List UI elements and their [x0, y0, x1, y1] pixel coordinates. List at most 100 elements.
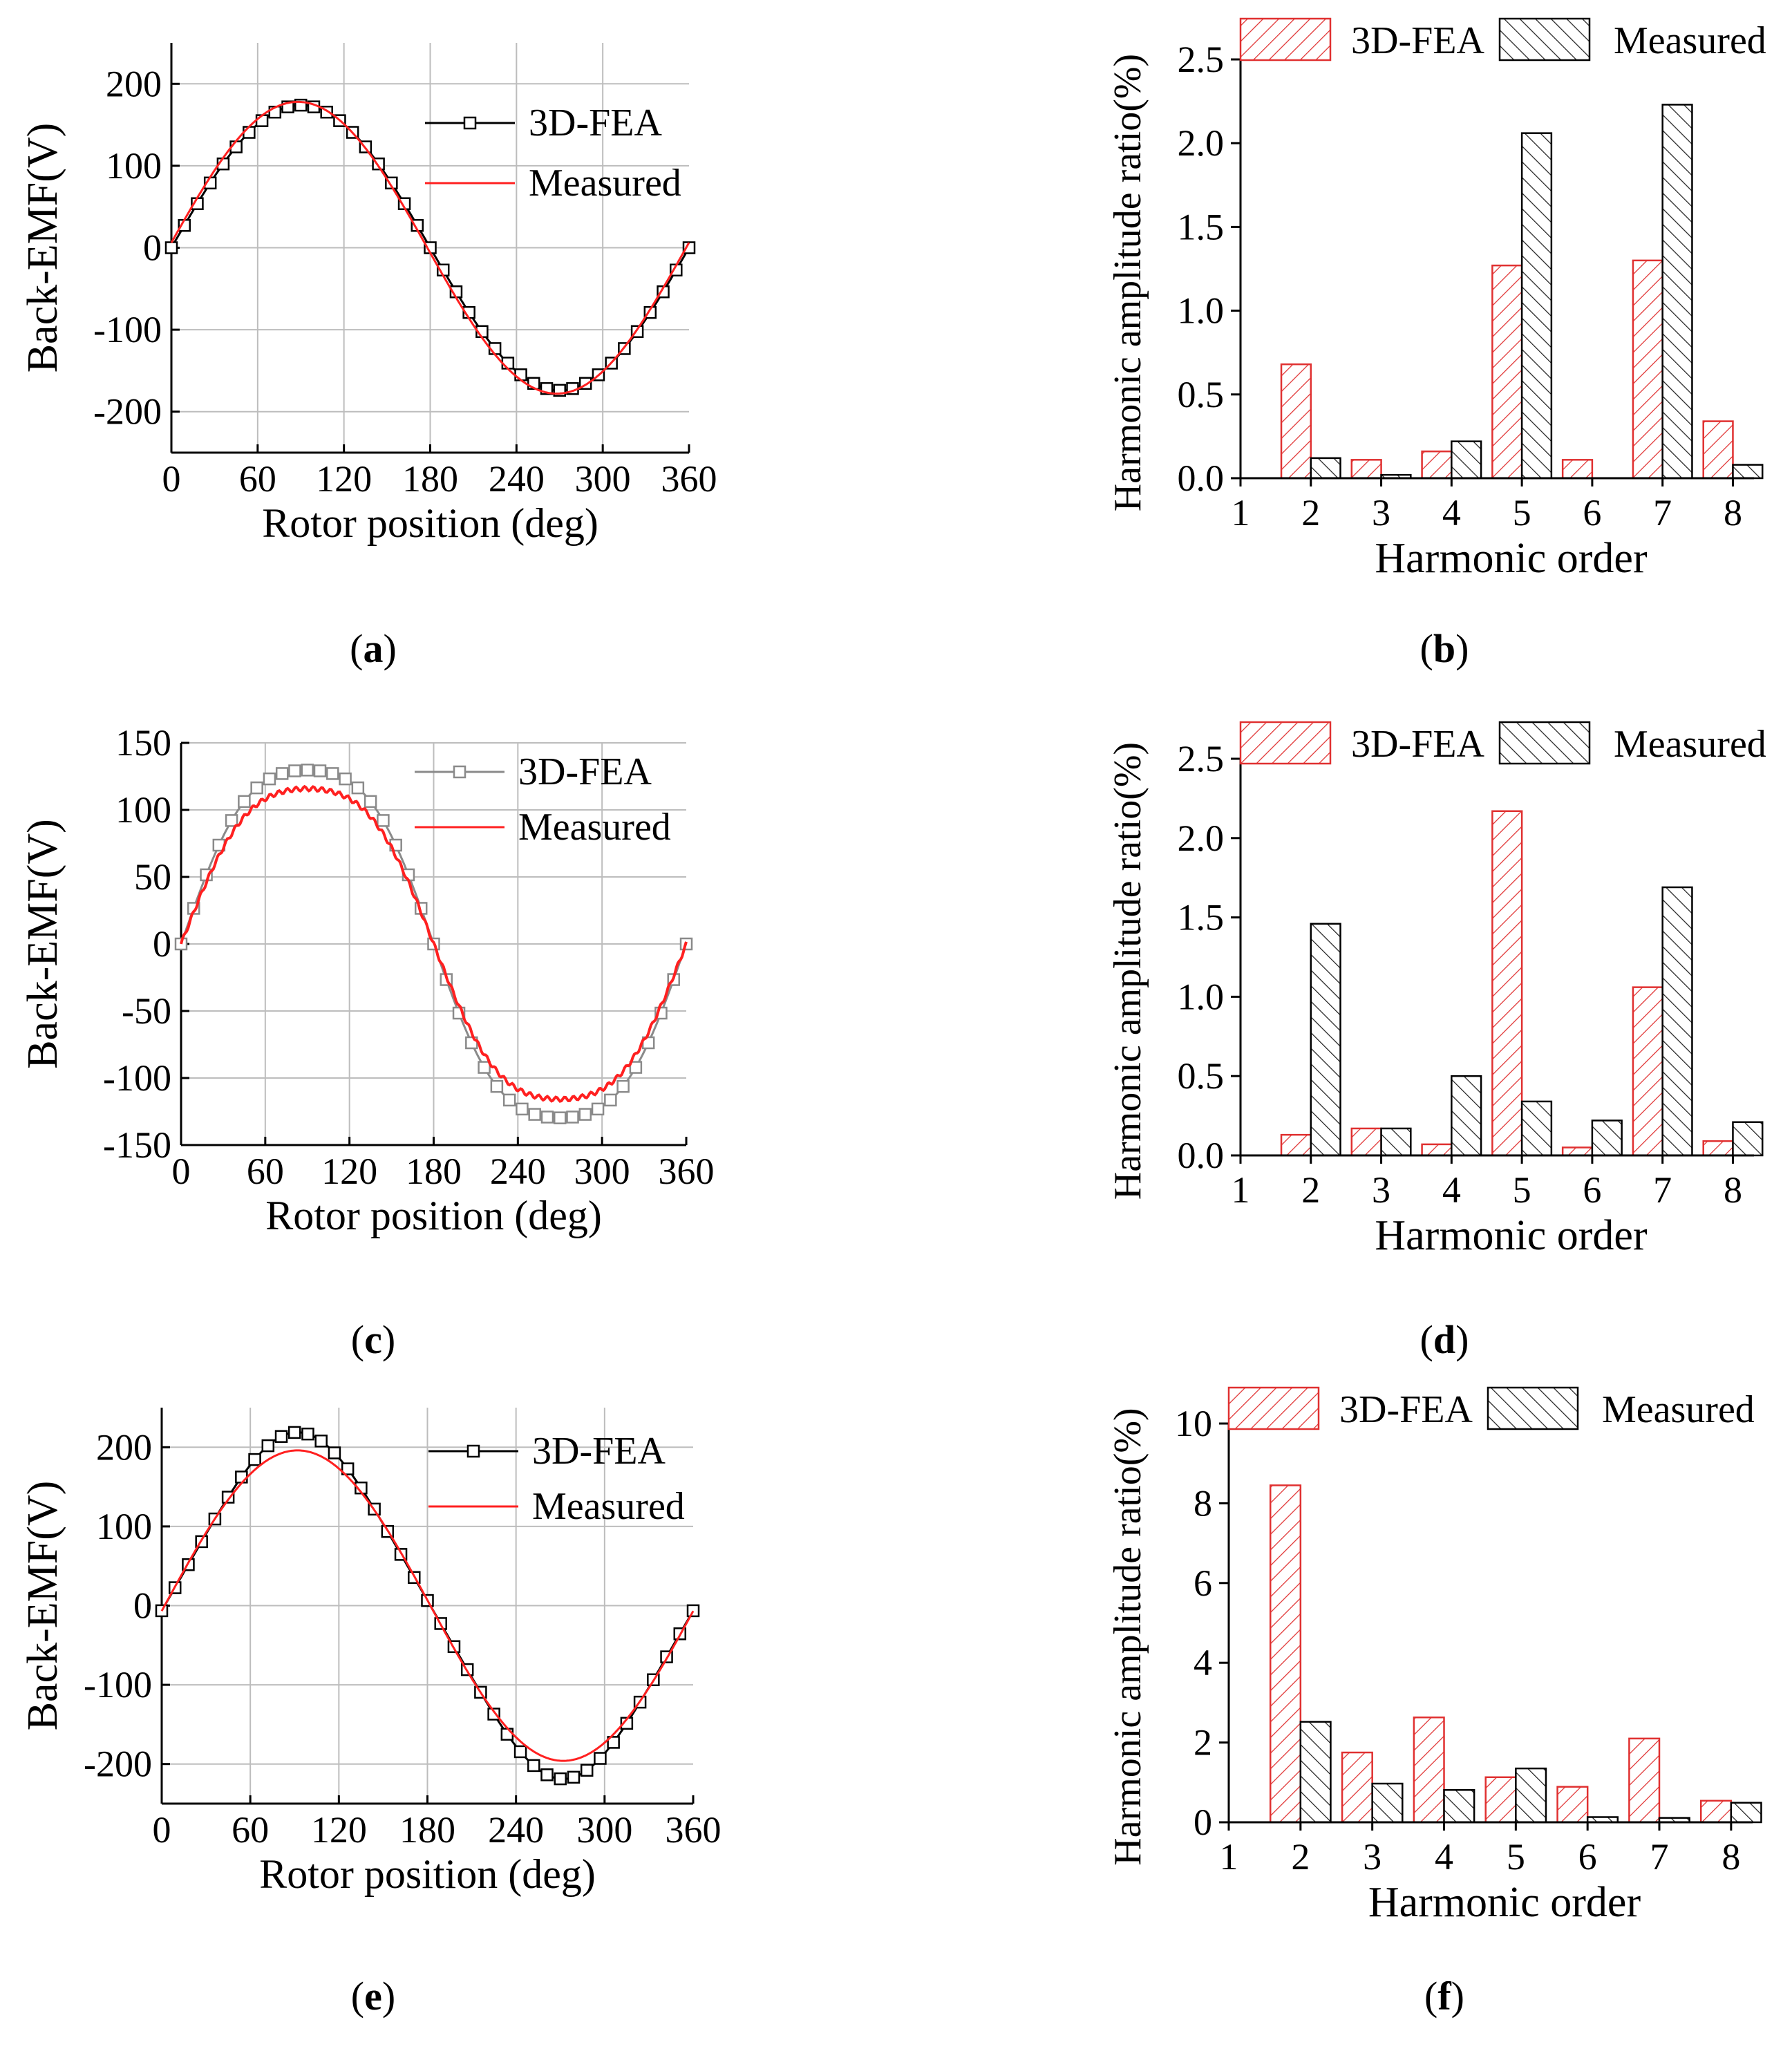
legend-swatch-measured [1498, 17, 1591, 62]
y-tick-label: 2.5 [1178, 738, 1225, 779]
series-marker-3d-fea [607, 1736, 620, 1749]
x-tick-label: 4 [1435, 1836, 1453, 1878]
legend: 3D-FEA Measured [1239, 17, 1766, 62]
y-tick-label: 200 [106, 63, 162, 104]
legend-label-measured: Measured [518, 806, 671, 849]
x-tick-label: 240 [490, 1151, 546, 1192]
x-tick-label: 4 [1442, 1169, 1461, 1211]
legend-swatch-measured [1487, 1386, 1579, 1430]
y-tick-label: 2.5 [1178, 39, 1225, 80]
bar-3d-fea [1341, 1751, 1373, 1824]
bar-3d-fea [1491, 264, 1523, 480]
plot-area: 1 2 3 4 5 6 7 8 0 2 4 6 8 10 Harmonic order Harmonic am… [1106, 1403, 1762, 1926]
plot-area: 1 2 3 4 5 6 7 8 0.0 0.5 1.0 1.5 2.0 2.5 Harmonic order… [1106, 39, 1764, 582]
bar-3d-fea [1702, 1140, 1734, 1157]
series-marker-3d-fea [528, 1108, 541, 1121]
caption-f-letter: f [1437, 1974, 1451, 2019]
x-tick-label: 60 [232, 1809, 269, 1851]
y-axis-label: Back-EMF(V) [19, 123, 66, 373]
x-tick-label: 7 [1650, 1836, 1669, 1878]
caption-b-letter: b [1433, 626, 1456, 671]
bar-measured [1310, 457, 1341, 480]
x-axis-label: Harmonic order [1368, 1879, 1641, 1926]
y-axis-label: Back-EMF(V) [19, 819, 66, 1069]
y-tick-label: 2.0 [1178, 122, 1225, 164]
series-marker-3d-fea [490, 1079, 504, 1093]
legend-label-3d-fea: 3D-FEA [529, 102, 662, 144]
legend-swatch-3d-fea [1227, 1386, 1320, 1430]
y-axis-label: Harmonic amplitude ratio(%) [1106, 54, 1149, 511]
x-tick-label: 360 [661, 458, 717, 500]
y-tick-label: 0 [143, 227, 162, 269]
x-tick-label: 1 [1220, 1836, 1238, 1878]
caption-e: (e) [350, 1974, 396, 2019]
x-axis-label: Rotor position (deg) [259, 1851, 596, 1897]
series-marker-3d-fea [578, 1108, 592, 1121]
bar-measured [1732, 1121, 1764, 1157]
bar-3d-fea [1632, 986, 1663, 1157]
legend-marker-3d-fea [463, 116, 477, 130]
legend-swatch-3d-fea [1239, 721, 1332, 765]
caption-a-letter: a [363, 626, 384, 671]
legend-label-measured: Measured [1614, 19, 1766, 62]
x-axis-label: Rotor position (deg) [265, 1193, 602, 1238]
series-marker-3d-fea [221, 1491, 235, 1504]
series-marker-3d-fea [487, 1708, 500, 1721]
caption-f: (f) [1424, 1974, 1464, 2019]
plot-area: 0 60 120 180 240 300 360 -150 -100 -50 0 50 100 150 Ro… [19, 722, 715, 1238]
x-tick-label: 0 [172, 1151, 191, 1192]
series-marker-3d-fea [225, 814, 238, 827]
legend-label-measured: Measured [532, 1485, 685, 1528]
series-marker-3d-fea [527, 1759, 540, 1773]
y-tick-label: 150 [115, 722, 171, 764]
line-chart-c: 0 60 120 180 240 300 360 -150 -100 -50 0 50 100 150 Ro… [19, 722, 715, 1238]
x-tick-label: 360 [659, 1151, 715, 1192]
x-tick-label: 5 [1513, 492, 1531, 533]
legend-marker-3d-fea [466, 1444, 480, 1458]
x-tick-label: 120 [321, 1151, 377, 1192]
y-tick-label: 200 [96, 1426, 152, 1468]
legend-swatch-3d-fea [1239, 17, 1332, 62]
bar-3d-fea [1350, 459, 1382, 480]
series-marker-3d-fea [377, 814, 390, 827]
legend: 3D-FEA Measured [415, 750, 671, 849]
x-axis-label: Harmonic order [1375, 535, 1648, 582]
y-tick-label: 0.5 [1178, 374, 1225, 415]
chart-panel-a: 0 60 120 180 240 300 360 -200 -100 0 100 200 Rotor p… [0, 0, 760, 567]
x-tick-label: 0 [153, 1809, 171, 1851]
line-chart-a: 0 60 120 180 240 300 360 -200 -100 0 100 200 Rotor p… [19, 43, 717, 546]
legend-label-3d-fea: 3D-FEA [1339, 1388, 1473, 1431]
bar-measured [1661, 886, 1693, 1157]
series-marker-3d-fea [351, 781, 365, 795]
caption-d: (d) [1420, 1317, 1469, 1362]
series-marker-3d-fea [339, 772, 352, 786]
series-marker-3d-fea [516, 1102, 529, 1116]
series-marker-3d-fea [301, 1427, 314, 1441]
series-marker-3d-fea [313, 764, 327, 777]
bar-3d-fea [1280, 363, 1312, 480]
x-tick-label: 7 [1653, 492, 1672, 533]
bar-3d-fea [1702, 420, 1734, 480]
caption-c: (c) [350, 1317, 396, 1362]
series-marker-3d-fea [616, 1079, 630, 1093]
x-tick-label: 8 [1724, 1169, 1742, 1211]
x-axis-label: Harmonic order [1375, 1212, 1648, 1259]
bar-3d-fea [1269, 1484, 1302, 1824]
series-marker-3d-fea [686, 1604, 700, 1618]
series-marker-3d-fea [500, 1728, 514, 1741]
series-marker-3d-fea [591, 1102, 605, 1116]
series-marker-3d-fea [248, 1453, 261, 1466]
y-tick-label: -200 [84, 1743, 152, 1785]
series-marker-3d-fea [567, 1770, 581, 1784]
legend: 3D-FEA Measured [1239, 721, 1766, 766]
y-tick-label: -200 [93, 391, 162, 433]
x-tick-label: 8 [1722, 1836, 1740, 1878]
legend-swatch-measured [1498, 721, 1591, 765]
y-tick-label: -100 [93, 309, 162, 350]
x-axis-label: Rotor position (deg) [262, 500, 598, 546]
y-tick-label: 0 [133, 1585, 152, 1627]
chart-panel-d: 1 2 3 4 5 6 7 8 0.0 0.5 1.0 1.5 2.0 2.5 Harmonic order… [1078, 691, 1792, 1299]
series-marker-3d-fea [288, 764, 301, 777]
series-marker-3d-fea [604, 1093, 617, 1107]
y-tick-label: 100 [106, 145, 162, 187]
